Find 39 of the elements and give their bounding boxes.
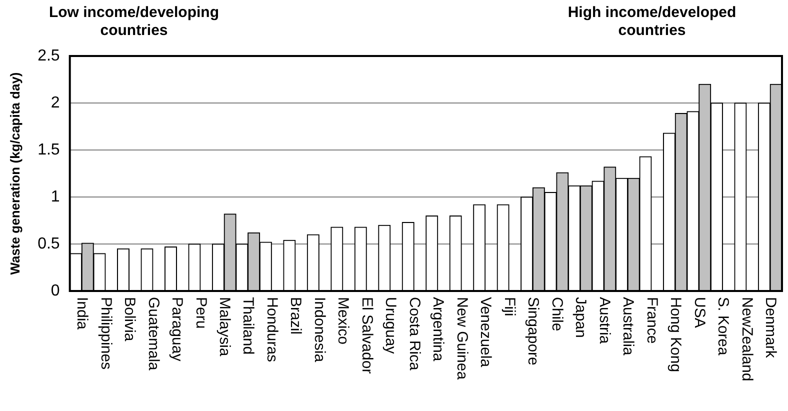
- x-tick-label: Bolivia: [121, 297, 138, 342]
- x-tick-label: Fiji: [500, 297, 518, 316]
- y-tick-label: 0.5: [38, 235, 60, 252]
- x-tick-label: Australia: [620, 297, 637, 356]
- x-tick-label: Argentina: [430, 297, 447, 362]
- x-tick-label: Denmark: [762, 297, 779, 358]
- x-tick-label: Uruguay: [382, 297, 400, 354]
- x-tick-label: Guatemala: [144, 297, 162, 372]
- x-tick-label: Brazil: [287, 297, 304, 335]
- x-tick-label: Venezuela: [477, 297, 494, 368]
- x-tick-label: Indonesia: [310, 297, 328, 363]
- x-tick-label: USA: [690, 297, 708, 328]
- x-tick-label: NewZealand: [738, 297, 756, 382]
- x-tick-label: Singapore: [524, 297, 542, 366]
- x-tick-label: Thailand: [240, 297, 257, 355]
- x-tick-label: Chile: [548, 297, 566, 332]
- x-tick-label: New Guinea: [453, 297, 470, 380]
- x-tick-label: Honduras: [263, 297, 280, 362]
- x-tick-label: Mexico: [334, 297, 352, 345]
- x-tick-label: Hong Kong: [667, 297, 684, 372]
- x-tick-label: Philippines: [97, 297, 114, 370]
- y-tick-label: 1.5: [38, 141, 60, 158]
- x-tick-label: Costa Rica: [406, 297, 423, 372]
- y-tick-label: 0: [50, 282, 60, 300]
- text: Low income/developing countries: [48, 4, 220, 40]
- x-tick-label: S. Korea: [714, 297, 732, 356]
- text: High income/developed countries: [566, 4, 738, 40]
- x-tick-label: Peru: [192, 297, 210, 329]
- y-tick-label: 2.5: [38, 47, 60, 64]
- y-axis-title: Waste generation (kg/capita day): [7, 72, 22, 275]
- x-tick-label: Japan: [572, 297, 590, 338]
- x-tick-label: France: [643, 297, 660, 344]
- x-tick-label: Austria: [596, 297, 613, 344]
- x-tick-label: El Salvador: [358, 297, 376, 374]
- y-tick-label: 1: [50, 188, 60, 206]
- x-tick-label: India: [74, 297, 91, 330]
- x-tick-label: Malaysia: [216, 297, 233, 357]
- y-tick-label: 2: [50, 94, 60, 112]
- x-tick-label: Paraguay: [168, 297, 186, 362]
